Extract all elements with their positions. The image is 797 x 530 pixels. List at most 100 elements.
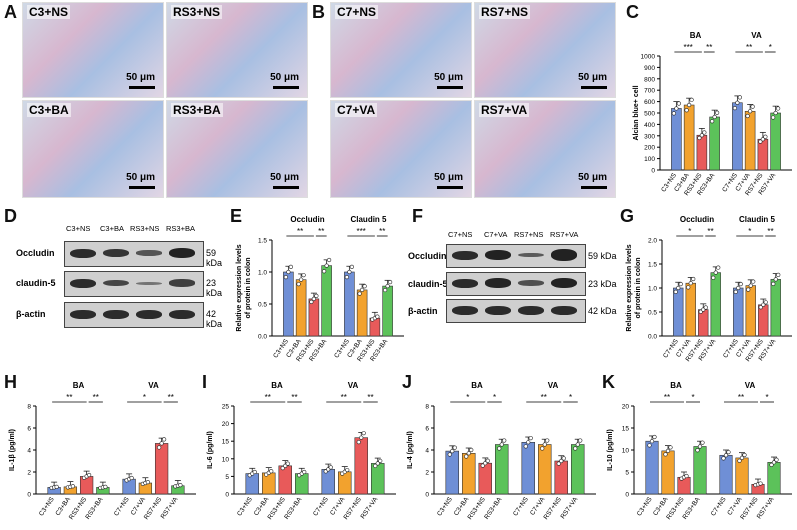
data-point xyxy=(302,469,307,475)
data-point xyxy=(483,461,488,466)
data-point xyxy=(145,480,150,485)
bar xyxy=(696,134,708,171)
scale-bar xyxy=(129,186,155,189)
y-tick-label: 5 xyxy=(625,470,629,477)
bar xyxy=(735,457,749,495)
blot-band xyxy=(70,278,96,288)
data-point xyxy=(771,460,777,465)
bar xyxy=(710,272,721,337)
blot-band xyxy=(518,280,544,286)
data-point xyxy=(545,438,550,443)
lane-label: C7+NS xyxy=(448,230,473,239)
y-tick-label: 25 xyxy=(222,404,230,411)
data-point xyxy=(542,442,547,447)
data-point xyxy=(773,277,778,282)
data-point xyxy=(540,446,545,451)
lane-label: RS7+VA xyxy=(550,230,579,239)
panel-letter-h: H xyxy=(4,372,17,392)
y-tick-label: 200 xyxy=(644,145,655,152)
kda-label: 23 kDa xyxy=(588,279,617,289)
blot-band xyxy=(551,305,577,315)
y-axis-label: of protein in colon xyxy=(635,257,642,318)
blot-band xyxy=(485,278,511,288)
panel-letter-d: D xyxy=(4,206,17,226)
data-point xyxy=(162,437,167,442)
blot-band xyxy=(136,250,162,256)
data-point xyxy=(751,279,756,284)
data-point xyxy=(686,285,691,290)
x-tick-label: RS3+BA xyxy=(84,496,105,521)
significance-label: * xyxy=(466,393,469,402)
data-point xyxy=(691,276,696,282)
data-point xyxy=(269,469,274,474)
data-point xyxy=(697,444,703,449)
significance-label: ** xyxy=(341,393,347,402)
bar xyxy=(295,279,307,337)
data-point xyxy=(288,264,293,269)
group-title: Claudin 5 xyxy=(739,215,776,224)
data-point xyxy=(758,481,763,486)
bar xyxy=(554,460,568,495)
data-point xyxy=(70,484,75,489)
scale-bar xyxy=(581,186,607,189)
blot-band xyxy=(136,309,162,319)
x-tick-label: RS7+VA xyxy=(160,496,180,521)
data-point xyxy=(769,462,774,467)
data-point xyxy=(362,284,367,289)
x-tick-label: RS3+BA xyxy=(283,496,304,521)
data-point xyxy=(739,455,745,461)
y-axis-label: IL-6 (pg/ml) xyxy=(207,431,214,469)
bar xyxy=(321,265,332,337)
data-point xyxy=(748,109,753,114)
significance-label: * xyxy=(748,227,751,236)
y-tick-label: 2.0 xyxy=(648,238,657,245)
data-point xyxy=(54,484,59,489)
x-tick-label: RS7+VA xyxy=(560,496,580,521)
scale-bar-label: 50 μm xyxy=(126,172,155,183)
bar xyxy=(308,298,320,337)
significance-label: ** xyxy=(367,393,373,402)
data-point xyxy=(721,456,726,461)
y-tick-label: 400 xyxy=(644,122,655,129)
bar xyxy=(645,440,659,495)
data-point xyxy=(688,281,693,286)
data-point xyxy=(359,435,364,440)
bar xyxy=(495,444,509,495)
data-point xyxy=(360,287,365,293)
y-tick-label: 0 xyxy=(651,168,655,175)
y-tick-label: 1.0 xyxy=(258,270,267,277)
y-tick-label: 1000 xyxy=(641,54,656,61)
bar xyxy=(685,282,696,337)
x-tick-label: RS7+VA xyxy=(360,496,380,521)
row-label: β-actin xyxy=(16,309,46,319)
blot-band xyxy=(70,248,96,258)
data-point xyxy=(87,472,92,478)
x-tick-label: C3+NS xyxy=(38,496,56,518)
y-tick-label: 1.0 xyxy=(648,286,657,293)
data-point xyxy=(676,101,681,106)
lane-label: RS3+NS xyxy=(130,224,160,233)
blot-band xyxy=(70,309,96,319)
y-tick-label: 10 xyxy=(222,456,230,463)
data-point xyxy=(774,457,779,462)
data-point xyxy=(375,461,380,466)
y-axis-label: IL-10 (pg/ml) xyxy=(607,429,614,471)
bar xyxy=(382,285,393,337)
group-title: VA xyxy=(548,381,559,390)
data-point xyxy=(296,282,301,287)
x-tick-label: C7+NS xyxy=(710,496,728,518)
micrograph-label: RS3+BA xyxy=(171,103,223,117)
data-point xyxy=(309,299,314,304)
data-point xyxy=(528,436,533,441)
x-tick-label: RS7+VA xyxy=(756,496,776,521)
data-point xyxy=(732,106,737,111)
data-point xyxy=(573,446,578,451)
y-tick-label: 0.5 xyxy=(258,302,267,309)
data-point xyxy=(311,296,316,301)
group-title: VA xyxy=(745,381,756,390)
significance-label: * xyxy=(493,393,496,402)
data-point xyxy=(761,302,766,307)
